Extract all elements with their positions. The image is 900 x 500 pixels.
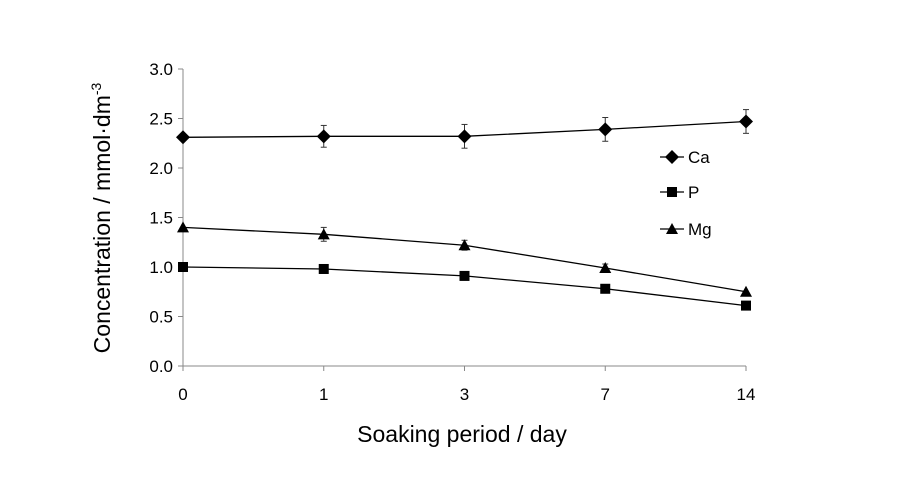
y-axis-title: Concentration / mmol·dm-3 xyxy=(88,82,115,353)
legend-marker-ca xyxy=(665,150,679,164)
y-axis-title-main: Concentration / mmol·dm xyxy=(89,95,115,353)
y-tick-label: 2.0 xyxy=(149,159,173,178)
x-axis-ticks: 0 1 3 7 14 xyxy=(178,366,755,404)
data-point-p xyxy=(178,262,188,272)
y-tick-label: 1.0 xyxy=(149,258,173,277)
data-point-p xyxy=(741,300,751,311)
legend-item-mg: Mg xyxy=(660,220,712,239)
legend-item-p: P xyxy=(660,183,699,202)
series-p xyxy=(178,262,751,311)
series-line-mg xyxy=(182,226,747,293)
series-mg xyxy=(177,221,752,297)
data-point-ca xyxy=(739,114,753,129)
y-tick-label: 1.5 xyxy=(149,209,173,228)
y-tick-label: 2.5 xyxy=(149,110,173,129)
legend-marker-p xyxy=(667,187,677,197)
y-axis-title-superscript: -3 xyxy=(88,82,104,95)
data-point-ca xyxy=(457,129,472,144)
data-point-mg xyxy=(458,239,471,251)
data-point-mg xyxy=(599,261,612,273)
legend-item-ca: Ca xyxy=(660,148,710,167)
x-tick-label: 7 xyxy=(601,385,610,404)
y-axis-ticks: 0.0 0.5 1.0 1.5 2.0 2.5 3.0 xyxy=(149,60,183,376)
x-tick-label: 0 xyxy=(178,385,187,404)
data-point-p xyxy=(459,270,470,281)
legend: Ca P Mg xyxy=(660,148,712,239)
legend-label-mg: Mg xyxy=(688,220,712,239)
y-tick-label: 0.5 xyxy=(149,308,173,327)
data-point-p xyxy=(318,263,329,274)
x-axis-title: Soaking period / day xyxy=(357,421,567,447)
y-tick-label: 3.0 xyxy=(149,60,173,79)
legend-marker-mg xyxy=(666,223,678,234)
legend-label-p: P xyxy=(688,183,699,202)
data-point-mg xyxy=(317,228,330,240)
data-point-ca xyxy=(598,122,613,137)
data-point-ca xyxy=(176,130,190,145)
legend-label-ca: Ca xyxy=(688,148,710,167)
series-layer xyxy=(176,109,753,311)
data-point-ca xyxy=(316,129,331,144)
data-point-mg xyxy=(740,285,752,297)
x-tick-label: 1 xyxy=(319,385,328,404)
x-tick-label: 3 xyxy=(460,385,469,404)
x-tick-label: 14 xyxy=(737,385,756,404)
series-ca xyxy=(176,109,753,149)
axes xyxy=(182,69,746,367)
data-point-p xyxy=(600,283,611,294)
y-tick-label: 0.0 xyxy=(149,357,173,376)
data-point-mg xyxy=(177,221,189,233)
